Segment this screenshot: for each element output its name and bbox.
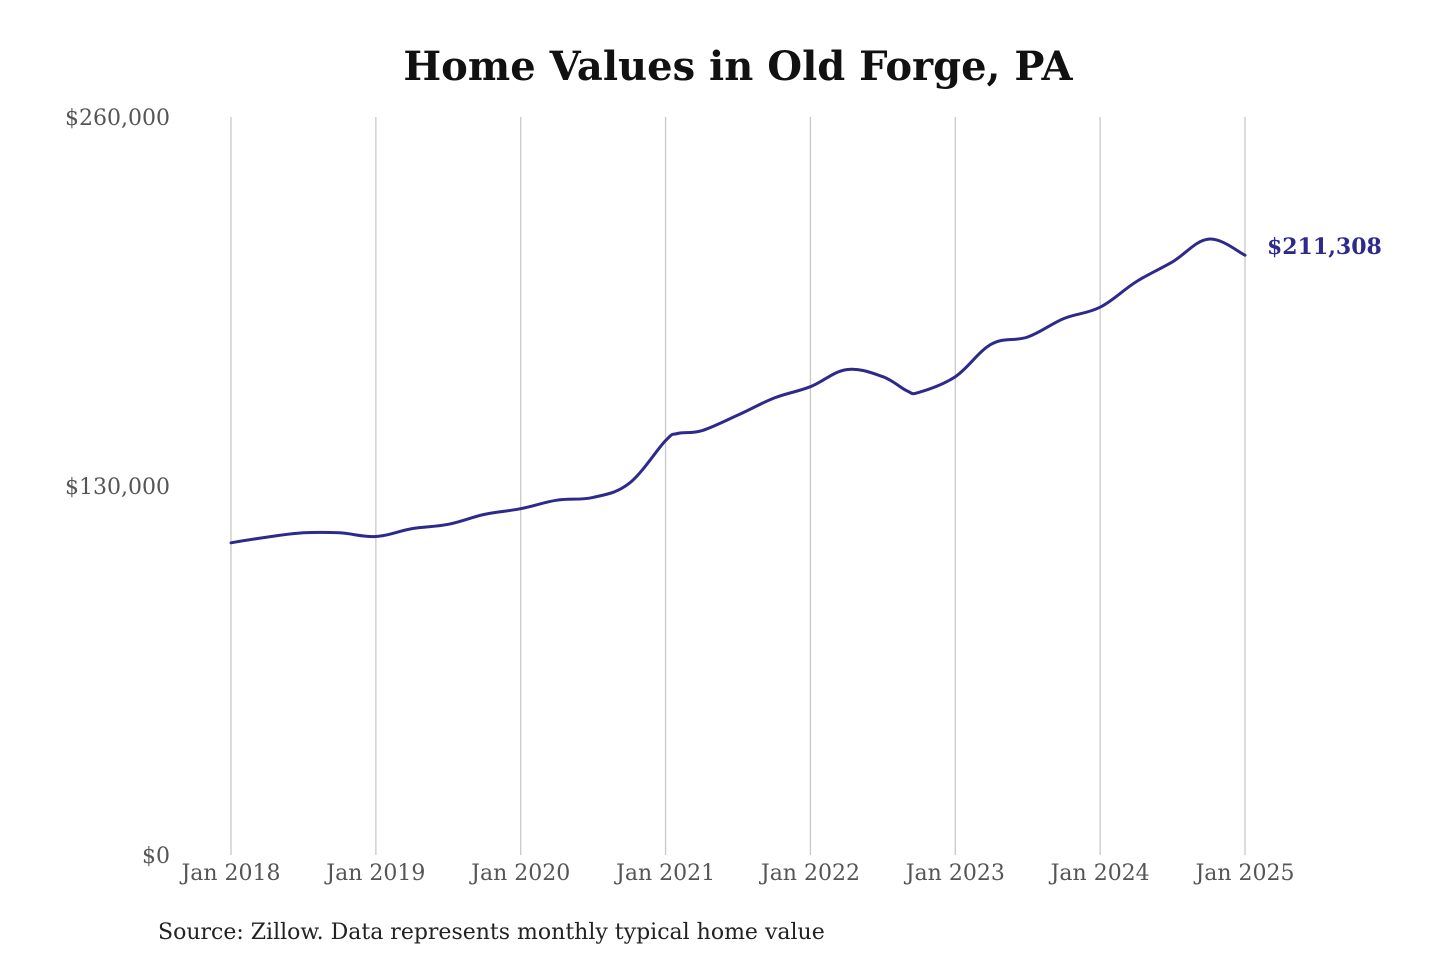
source-note: Source: Zillow. Data represents monthly … bbox=[158, 920, 825, 945]
series-line-0 bbox=[229, 237, 1247, 545]
chart-title: Home Values in Old Forge, PA bbox=[403, 43, 1073, 90]
y-axis-ticks: $0 $130,000 $260,000 bbox=[65, 106, 170, 869]
x-tick-label: Jan 2024 bbox=[1049, 861, 1150, 886]
x-tick-label: Jan 2023 bbox=[904, 861, 1005, 886]
x-tick-label: Jan 2022 bbox=[759, 861, 860, 886]
end-value-label: $211,308 bbox=[1267, 234, 1382, 260]
x-tick-label: Jan 2019 bbox=[324, 861, 425, 886]
gridlines bbox=[230, 117, 1246, 855]
y-tick-label: $0 bbox=[142, 844, 170, 869]
y-tick-label: $260,000 bbox=[65, 106, 170, 131]
x-tick-label: Jan 2025 bbox=[1193, 861, 1294, 886]
x-axis-ticks: Jan 2018 Jan 2019 Jan 2020 Jan 2021 Jan 2022… bbox=[179, 861, 1294, 886]
x-tick-label: Jan 2020 bbox=[469, 861, 570, 886]
x-tick-label: Jan 2018 bbox=[179, 861, 280, 886]
series-layer: $211,308 bbox=[229, 234, 1382, 545]
y-tick-label: $130,000 bbox=[65, 475, 170, 500]
x-tick-label: Jan 2021 bbox=[614, 861, 715, 886]
